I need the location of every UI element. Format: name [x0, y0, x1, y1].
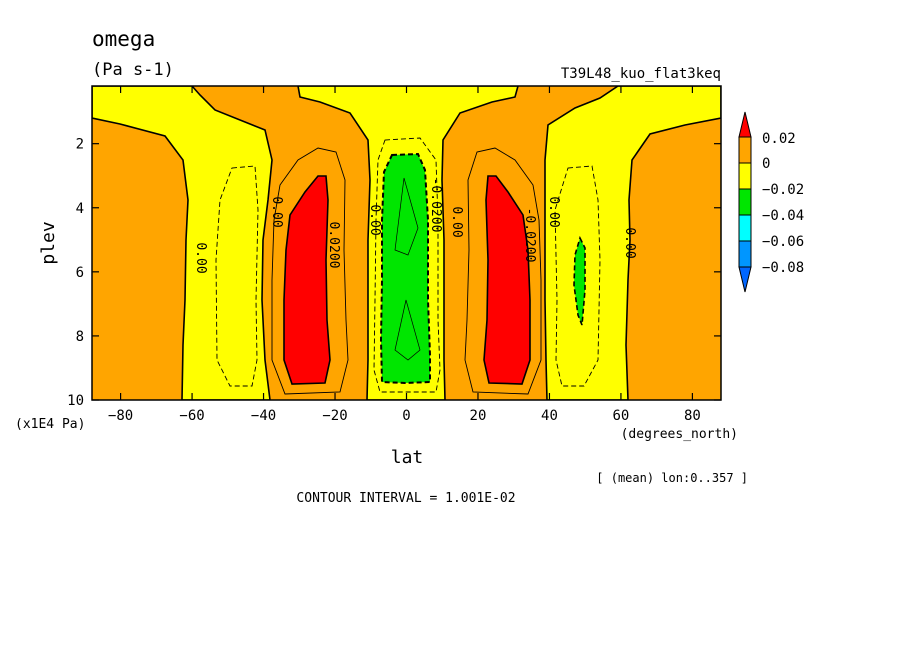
contour-label: -0.0200	[522, 208, 537, 263]
x-tick-label: −40	[251, 408, 276, 424]
contour-labels: 0.00 0.00 0.0200 0.00 -0.0200 0.00 -0.02…	[193, 178, 637, 274]
colorbar-overflow-arrow	[738, 111, 752, 138]
colorbar-label: 0.02	[762, 131, 796, 147]
y-axis-ticks: 2 4 6 8 10	[67, 137, 721, 409]
colorbar-label: −0.04	[762, 208, 804, 224]
contour-label: 0.00	[546, 196, 561, 227]
contour-label: 0.00	[622, 227, 637, 258]
x-axis-unit: (degrees_north)	[621, 427, 738, 442]
mean-note: [ (mean) lon:0..357 ]	[596, 471, 748, 485]
contour-label: 0.00	[449, 206, 464, 237]
x-tick-label: −20	[322, 408, 347, 424]
y-tick-label: 4	[76, 201, 84, 217]
contour-line-0.01	[271, 147, 349, 395]
contour-label: 0.00	[367, 204, 382, 235]
colorbar-label: −0.02	[762, 182, 804, 198]
contour-line-neg0.03	[394, 177, 419, 256]
contour-label: 0.00	[269, 196, 284, 227]
contour-label: 0.0200	[326, 222, 341, 269]
band-neg0.02-to-0	[92, 86, 273, 400]
colorbar-swatch-orange	[738, 136, 752, 164]
x-axis-label: lat	[391, 447, 424, 468]
colorbar-label: −0.08	[762, 260, 804, 276]
band-above-0.02	[283, 175, 331, 385]
contour-line-neg0.03	[394, 299, 421, 361]
colorbar-swatch-blue	[738, 240, 752, 268]
band-above-0.02	[483, 175, 531, 385]
colorbar-underflow-arrow	[738, 266, 752, 293]
band-neg0.02-to-0	[544, 86, 721, 400]
contour-line-neg0.01	[373, 137, 441, 393]
colorbar-swatch-yellow	[738, 162, 752, 190]
chart-title: omega	[92, 27, 155, 51]
y-axis-unit: (x1E4 Pa)	[15, 417, 85, 432]
x-axis-ticks: −80 −60 −40 −20 0 20 40 60 80	[108, 86, 701, 424]
x-tick-label: −60	[179, 408, 204, 424]
x-tick-label: 60	[613, 408, 630, 424]
contour-line-0.01	[464, 147, 542, 395]
x-tick-label: 0	[402, 408, 410, 424]
x-tick-label: 40	[541, 408, 558, 424]
contour-line-neg0.01	[554, 165, 601, 387]
contour-label: -0.0200	[428, 178, 443, 233]
x-tick-label: 20	[470, 408, 487, 424]
colorbar: 0.02 0 −0.02 −0.04 −0.06 −0.08	[738, 111, 804, 293]
band-neg0.04-to-neg0.02	[379, 152, 431, 385]
y-axis-label: plev	[38, 221, 59, 264]
colorbar-label: 0	[762, 156, 770, 172]
x-tick-label: 80	[684, 408, 701, 424]
run-label: T39L48_kuo_flat3keq	[561, 66, 721, 82]
y-tick-label: 2	[76, 137, 84, 153]
contour-line-neg0.01	[215, 165, 259, 387]
colorbar-swatch-green	[738, 188, 752, 216]
y-tick-label: 10	[67, 393, 84, 409]
y-tick-label: 6	[76, 265, 84, 281]
x-tick-label: −80	[108, 408, 133, 424]
band-neg0.04-to-neg0.02	[573, 235, 586, 326]
colorbar-swatch-cyan	[738, 214, 752, 242]
y-tick-label: 8	[76, 329, 84, 345]
chart-units: (Pa s-1)	[92, 60, 174, 80]
contour-label: 0.00	[193, 242, 208, 273]
contour-interval-note: CONTOUR INTERVAL = 1.001E-02	[296, 491, 515, 506]
colorbar-label: −0.06	[762, 234, 804, 250]
contour-field	[92, 86, 721, 400]
